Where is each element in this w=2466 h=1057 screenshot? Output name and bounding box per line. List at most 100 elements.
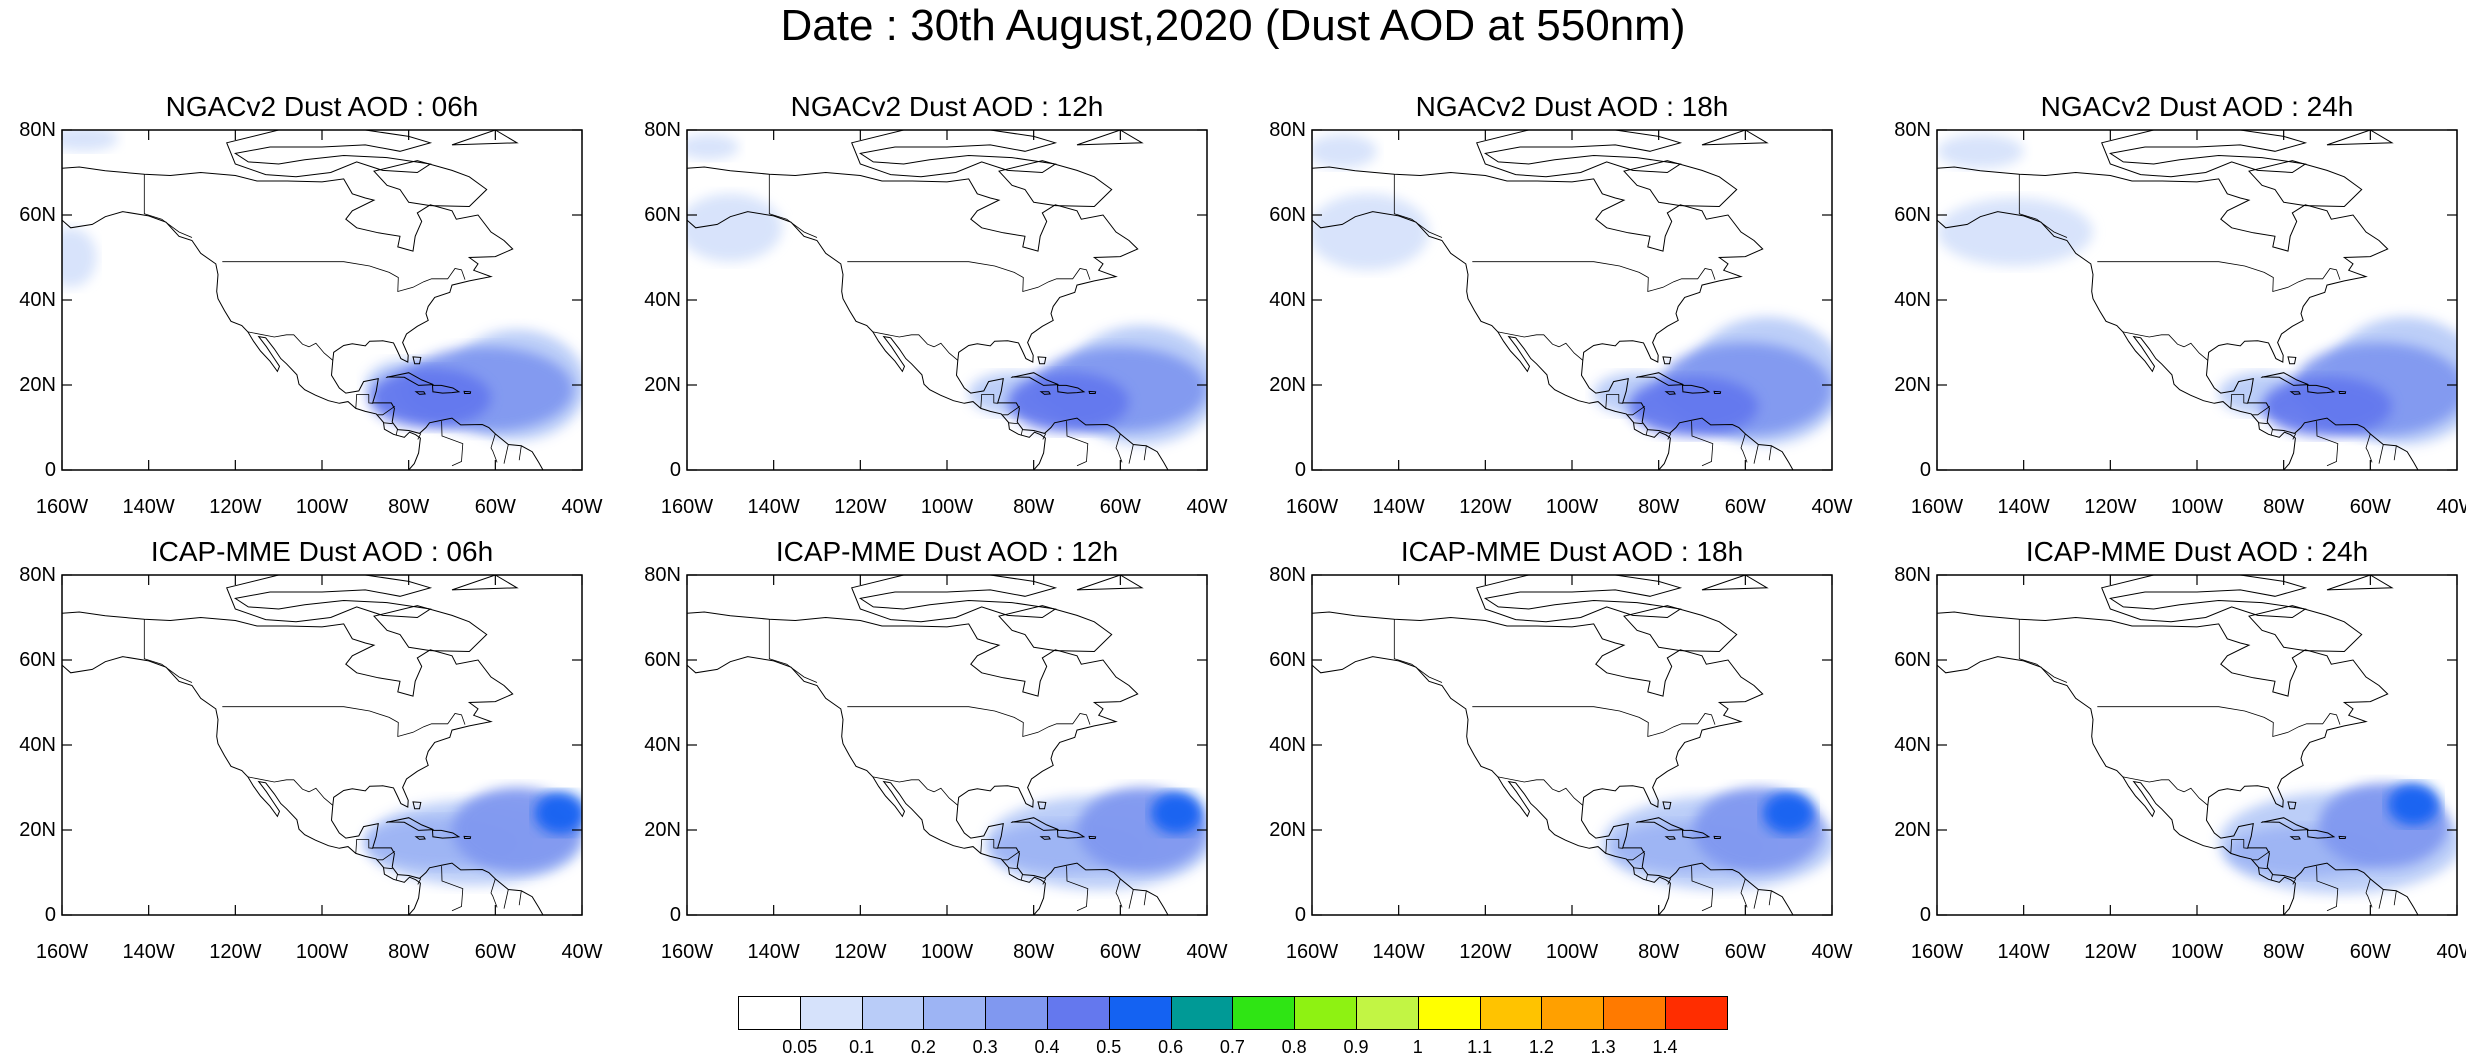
lat-tick-label: 0 [669, 459, 681, 481]
lat-tick-label: 60N [1269, 204, 1306, 226]
colorbar-swatch [1479, 996, 1543, 1030]
colorbar-swatch [861, 996, 925, 1030]
country-border [1618, 394, 1624, 404]
island-outline [1713, 835, 1722, 839]
country-border [993, 394, 999, 404]
island-outline [1476, 575, 1683, 623]
country-border [2243, 394, 2249, 404]
coastline [1312, 611, 1794, 915]
lat-tick-label: 40N [1894, 734, 1931, 756]
map-plot [61, 574, 583, 916]
lat-tick-label: 40N [1894, 289, 1931, 311]
island-outline [226, 130, 433, 178]
country-border [1633, 867, 1643, 870]
country-border [1020, 874, 1023, 881]
island-outline [1039, 391, 1051, 395]
colorbar-swatch [985, 996, 1049, 1030]
country-border [2270, 874, 2273, 881]
colorbar [738, 996, 1728, 1030]
country-border [1472, 261, 1716, 293]
colorbar-swatch [1541, 996, 1605, 1030]
country-border [1042, 433, 1047, 440]
country-border [2252, 405, 2271, 416]
lon-tick-label: 160W [1910, 496, 1964, 518]
colorbar-label: 0.6 [1158, 1037, 1184, 1057]
lat-tick-label: 0 [44, 459, 56, 481]
country-border [395, 874, 398, 881]
country-border [1645, 874, 1648, 881]
lat-tick-label: 20N [644, 374, 681, 396]
lat-tick-label: 60N [19, 204, 56, 226]
lon-tick-label: 100W [1545, 941, 1599, 963]
map-panel: NGACv2 Dust AOD : 24h 80N 60N 40N 20N 0 160W 14… [1875, 0, 2466, 520]
island-outline [1623, 160, 1738, 208]
island-outline [1635, 372, 1684, 386]
coastline [62, 611, 544, 915]
island-outline [385, 817, 434, 831]
country-border [1645, 429, 1648, 436]
dust-plume [687, 193, 783, 262]
country-border [1497, 331, 1584, 361]
coastline-pacific [62, 211, 421, 470]
country-border [1691, 421, 1714, 467]
country-border [1740, 878, 1748, 908]
island-outline [1681, 384, 1711, 394]
coastline [1312, 166, 1794, 470]
dust-plume [2387, 783, 2440, 826]
dust-plume [62, 130, 119, 152]
island-outline [1088, 390, 1097, 394]
island-outline [412, 356, 422, 365]
country-border [2378, 889, 2384, 909]
panel-title: ICAP-MME Dust AOD : 18h [1400, 536, 1744, 567]
country-border [518, 445, 522, 461]
country-border [2378, 444, 2384, 464]
lon-tick-label: 160W [660, 941, 714, 963]
colorbar-swatch [1417, 996, 1481, 1030]
country-border [2393, 445, 2397, 461]
island-outline [2338, 390, 2347, 394]
colorbar-swatch [1170, 996, 1234, 1030]
lat-tick-label: 40N [1269, 734, 1306, 756]
country-border [2243, 839, 2249, 849]
lon-tick-label: 120W [834, 496, 887, 518]
island-outline [1664, 391, 1676, 395]
lat-tick-label: 40N [19, 289, 56, 311]
country-border [2258, 867, 2268, 870]
island-outline [2338, 835, 2347, 839]
country-border [1008, 422, 1018, 425]
map-plot [1311, 574, 1833, 916]
island-outline [1635, 817, 1684, 831]
coastline-pacific [62, 656, 421, 915]
country-border [1605, 839, 1619, 854]
dust-plume [1007, 372, 1129, 432]
colorbar-label: 1.2 [1528, 1037, 1554, 1057]
lat-tick-label: 80N [644, 564, 681, 586]
coastline-pacific [687, 656, 1046, 915]
lat-tick-label: 20N [19, 374, 56, 396]
lon-tick-label: 120W [2084, 941, 2137, 963]
dust-plume [2262, 376, 2392, 436]
island-outline [851, 575, 1058, 623]
country-border [2292, 433, 2297, 440]
country-border [377, 405, 396, 416]
lat-tick-label: 20N [1894, 819, 1931, 841]
main-title: Date : 30th August,2020 (Dust AOD at 550… [780, 1, 1686, 50]
colorbar-swatch [1603, 996, 1667, 1030]
lat-tick-label: 80N [1894, 119, 1931, 141]
island-outline [2289, 391, 2301, 395]
country-border [1066, 421, 1089, 467]
island-outline [1662, 356, 1672, 365]
island-outline [1037, 801, 1047, 810]
country-border [441, 421, 464, 467]
island-outline [2260, 372, 2309, 386]
country-border [768, 619, 818, 683]
colorbar-label: 1.3 [1590, 1037, 1616, 1057]
map-plot [686, 129, 1208, 471]
lon-tick-label: 120W [2084, 496, 2137, 518]
coastline-pacific [687, 211, 1046, 470]
island-outline [1713, 390, 1722, 394]
country-border [368, 839, 374, 849]
country-border [1753, 889, 1759, 909]
lat-tick-label: 80N [1269, 119, 1306, 141]
country-border [395, 429, 398, 436]
